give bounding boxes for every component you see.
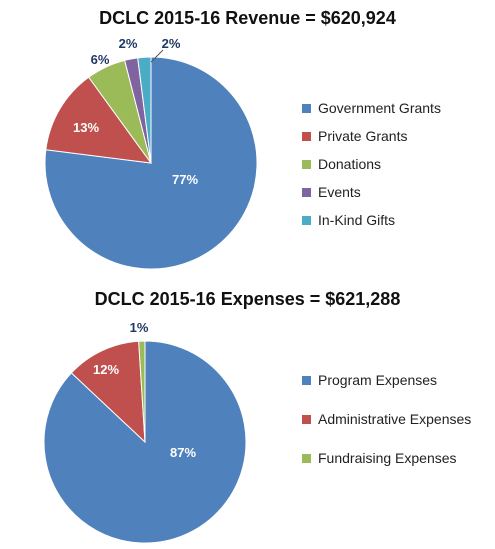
legend-label: Government Grants <box>318 100 441 116</box>
pie-slice-private-grants <box>45 76 153 164</box>
legend-swatch <box>302 414 311 424</box>
legend-swatch <box>302 103 311 113</box>
legend-item-in-kind-gifts: In-Kind Gifts <box>302 210 441 230</box>
revenue-pie-chart: DCLC 2015-16 Revenue = $620,924 77% 13% 6%… <box>44 8 441 270</box>
legend-label: Events <box>318 184 361 200</box>
legend-swatch <box>302 453 311 463</box>
data-label-government-grants: 77% <box>172 172 198 187</box>
pie-slice-fundraising-expenses <box>138 340 146 443</box>
chart-title: DCLC 2015-16 Expenses = $621,288 <box>94 289 401 309</box>
legend-label: Administrative Expenses <box>318 411 472 427</box>
legend-swatch <box>302 215 311 225</box>
legend-label: Private Grants <box>318 128 408 144</box>
legend-item-fundraising-expenses: Fundraising Expenses <box>302 448 471 468</box>
expenses-pie-chart: DCLC 2015-16 Expenses = $621,288 87% 12% 1… <box>0 285 495 549</box>
legend-swatch <box>302 187 311 197</box>
legend-item-donations: Donations <box>302 154 441 174</box>
data-label-donations: 6% <box>91 52 110 67</box>
legend-swatch <box>302 375 311 385</box>
legend-label: Fundraising Expenses <box>318 450 457 466</box>
data-label-program-expenses: 87% <box>170 445 196 460</box>
data-label-in-kind-gifts: 2% <box>162 36 181 51</box>
expenses-legend: Program Expenses Administrative Expenses F… <box>302 370 471 487</box>
data-label-fundraising-expenses: 1% <box>130 320 149 335</box>
data-label-events: 2% <box>119 36 138 51</box>
legend-item-government-grants: Government Grants <box>302 98 441 118</box>
revenue-pie-plot: 77% 13% 6% 2% 2% <box>44 36 258 270</box>
legend-swatch <box>302 131 311 141</box>
revenue-legend: Government Grants Private Grants Donations… <box>302 98 441 238</box>
pie-slice-administrative-expenses <box>70 340 146 444</box>
legend-label: In-Kind Gifts <box>318 212 396 228</box>
chart-title: DCLC 2015-16 Revenue = $620,924 <box>99 8 396 28</box>
data-label-administrative-expenses: 12% <box>93 362 119 377</box>
legend-item-program-expenses: Program Expenses <box>302 370 471 390</box>
leader-line-in-kind-gifts <box>150 49 164 63</box>
legend-label: Donations <box>318 156 382 172</box>
legend-item-private-grants: Private Grants <box>302 126 441 146</box>
pie-slice-in-kind-gifts <box>137 56 152 164</box>
legend-item-events: Events <box>302 182 441 202</box>
expenses-pie-plot: 87% 12% 1% <box>43 320 247 544</box>
data-label-private-grants: 13% <box>73 120 99 135</box>
legend-item-administrative-expenses: Administrative Expenses <box>302 409 471 429</box>
legend-label: Program Expenses <box>318 372 438 388</box>
legend-swatch <box>302 159 311 169</box>
